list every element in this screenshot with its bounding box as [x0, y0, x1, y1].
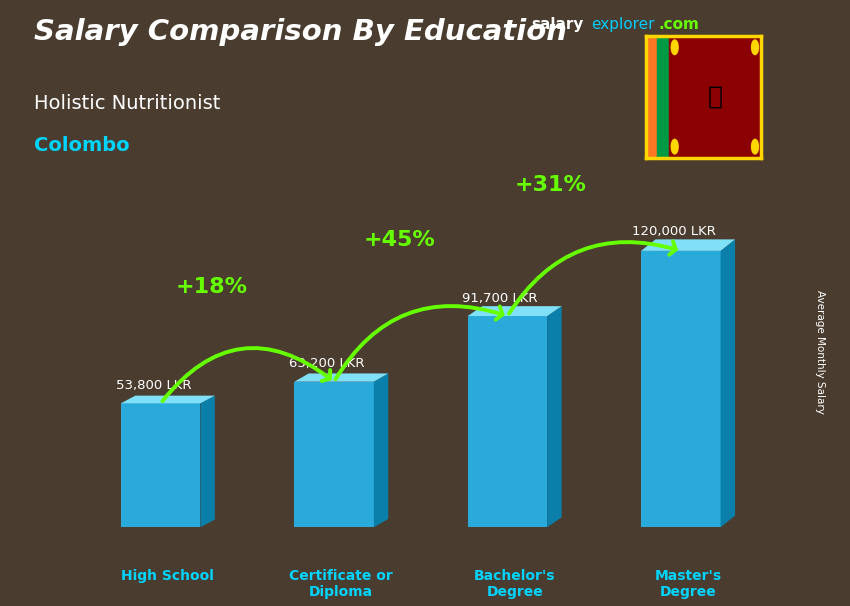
- Text: salary: salary: [531, 17, 584, 32]
- FancyArrowPatch shape: [509, 241, 676, 314]
- Polygon shape: [721, 239, 735, 527]
- Text: Salary Comparison By Education: Salary Comparison By Education: [34, 18, 567, 46]
- Circle shape: [672, 139, 678, 154]
- Polygon shape: [641, 239, 735, 251]
- Text: 53,800 LKR: 53,800 LKR: [116, 379, 191, 392]
- Circle shape: [751, 139, 758, 154]
- Text: Bachelor's
Degree: Bachelor's Degree: [474, 568, 555, 599]
- Text: Colombo: Colombo: [34, 136, 129, 155]
- Text: .com: .com: [659, 17, 700, 32]
- Polygon shape: [468, 316, 547, 527]
- Circle shape: [751, 40, 758, 55]
- Text: Holistic Nutritionist: Holistic Nutritionist: [34, 94, 220, 113]
- Text: +18%: +18%: [175, 277, 247, 297]
- Text: Certificate or
Diploma: Certificate or Diploma: [289, 568, 394, 599]
- Text: Master's
Degree: Master's Degree: [654, 568, 722, 599]
- Text: 🦁: 🦁: [707, 85, 722, 109]
- Polygon shape: [201, 396, 215, 527]
- FancyArrowPatch shape: [336, 306, 502, 379]
- Bar: [646, 36, 658, 158]
- Text: High School: High School: [122, 568, 214, 583]
- FancyArrowPatch shape: [162, 348, 330, 401]
- Bar: [669, 36, 761, 158]
- Polygon shape: [121, 404, 201, 527]
- Polygon shape: [294, 382, 374, 527]
- Text: 91,700 LKR: 91,700 LKR: [462, 291, 538, 305]
- Text: 120,000 LKR: 120,000 LKR: [632, 225, 716, 238]
- Polygon shape: [468, 306, 562, 316]
- Text: +45%: +45%: [363, 230, 435, 250]
- Text: explorer: explorer: [591, 17, 654, 32]
- Bar: [658, 36, 669, 158]
- Polygon shape: [374, 373, 388, 527]
- Polygon shape: [641, 251, 721, 527]
- Text: +31%: +31%: [515, 175, 586, 195]
- Text: Average Monthly Salary: Average Monthly Salary: [815, 290, 825, 413]
- Polygon shape: [294, 373, 388, 382]
- Polygon shape: [121, 396, 215, 404]
- Text: 63,200 LKR: 63,200 LKR: [289, 357, 365, 370]
- Circle shape: [672, 40, 678, 55]
- Polygon shape: [547, 306, 562, 527]
